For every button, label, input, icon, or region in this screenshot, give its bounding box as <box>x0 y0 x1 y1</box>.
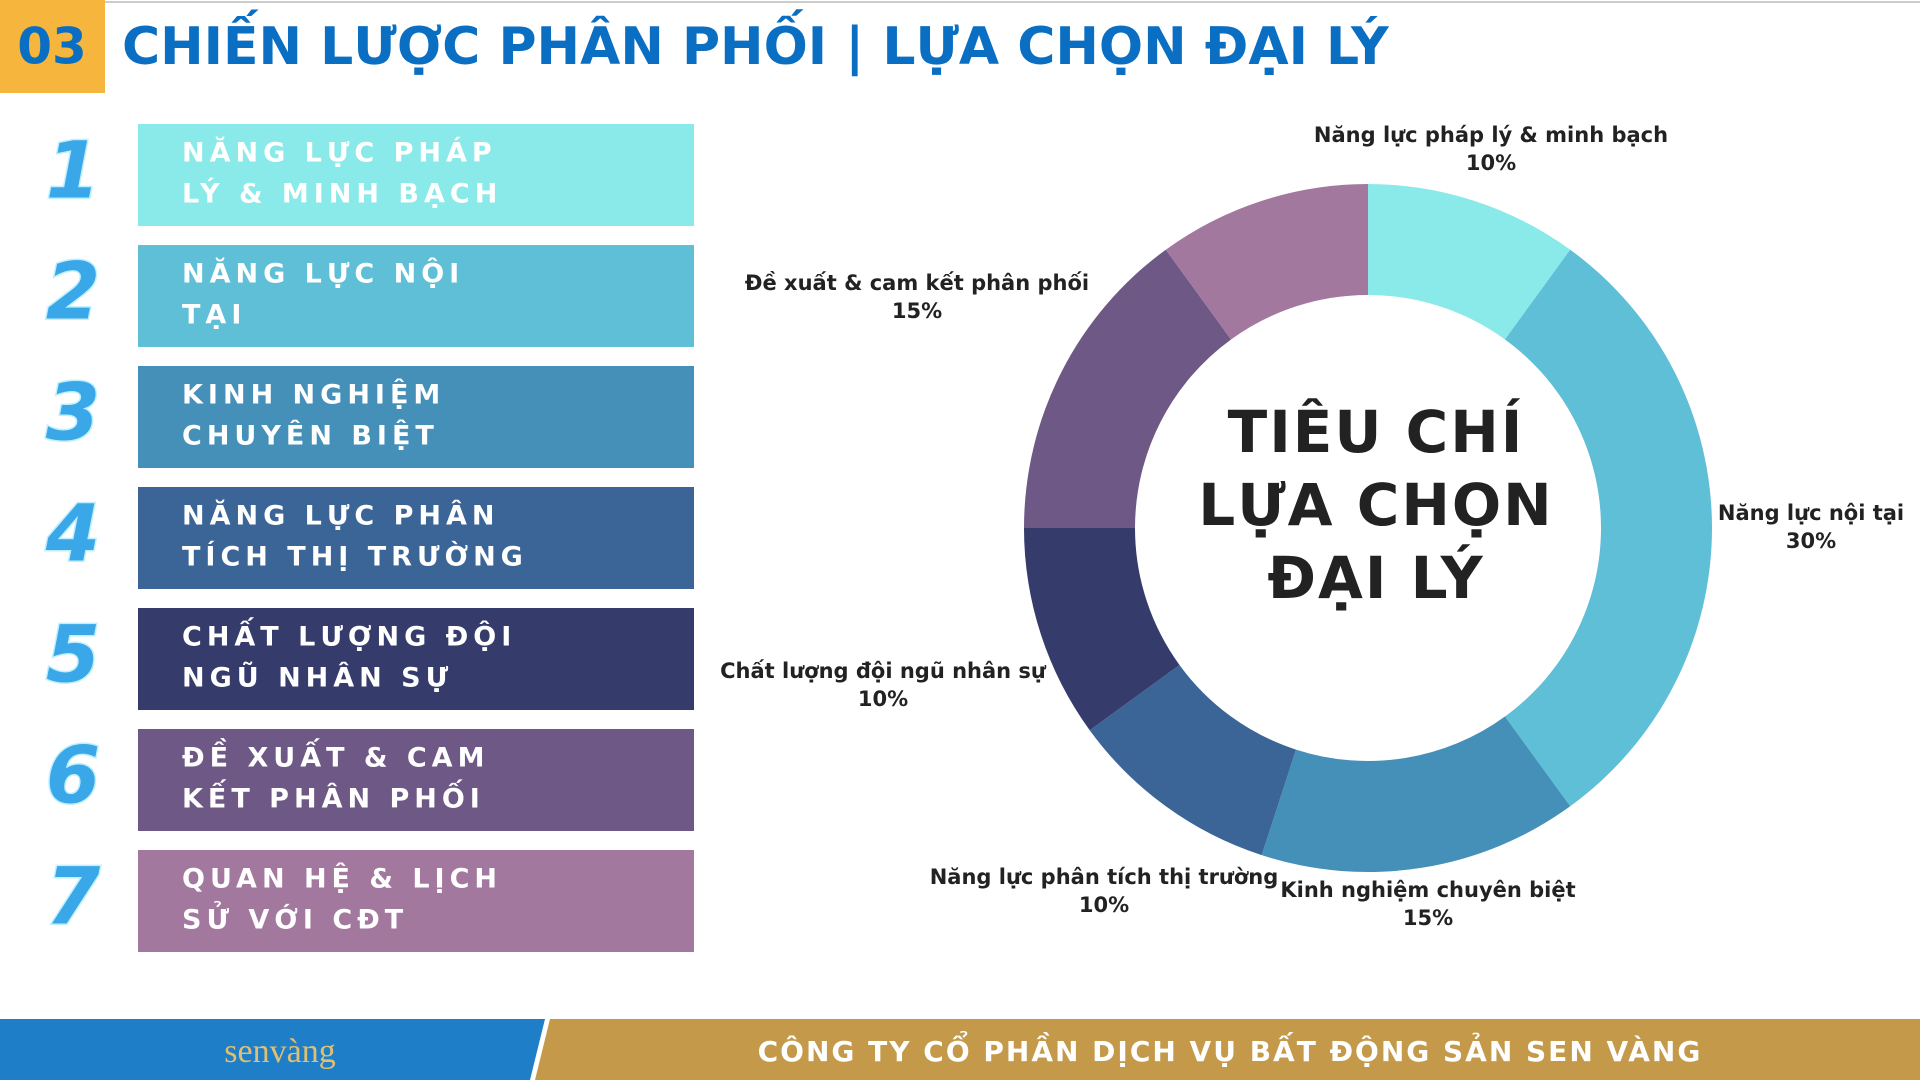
item-box <box>138 245 694 347</box>
slice-label: Kinh nghiệm chuyên biệt <box>1280 878 1575 902</box>
donut-slice <box>1368 184 1571 340</box>
item-number: 5 <box>46 610 100 700</box>
item-number: 7 <box>46 852 101 942</box>
donut-slice <box>1504 249 1712 807</box>
footer-right <box>535 1019 1920 1080</box>
section-badge <box>0 0 105 93</box>
slice-label: Đề xuất & cam kết phân phối <box>745 271 1089 295</box>
item-box <box>138 608 694 710</box>
donut-slice <box>1165 184 1368 340</box>
slice-label: Năng lực phân tích thị trường <box>930 865 1279 889</box>
donut-slice <box>1089 664 1296 856</box>
item-box <box>138 850 694 952</box>
center-text: TIÊU CHÍ <box>1228 397 1525 466</box>
item-text: NĂNG LỰC PHÁP <box>182 137 497 169</box>
item-text: NĂNG LỰC NỘI <box>182 258 464 290</box>
footer-left <box>0 1019 545 1080</box>
donut-chart: Năng lực pháp lý & minh bạch 10% Năng lực … <box>720 123 1904 930</box>
item-box <box>138 487 694 589</box>
center-text: ĐẠI LÝ <box>1267 543 1484 612</box>
item-box <box>138 729 694 831</box>
item-text: QUAN HỆ & LỊCH <box>182 863 502 895</box>
section-number: 03 <box>17 18 87 76</box>
item-text: TÍCH THỊ TRƯỜNG <box>182 541 528 573</box>
slice-value: 15% <box>892 299 942 323</box>
item-number: 3 <box>46 368 100 458</box>
item-text: CHUYÊN BIỆT <box>182 420 439 452</box>
item-number: 6 <box>46 731 100 821</box>
item-text: NGŨ NHÂN SỰ <box>182 662 453 694</box>
footer-logo: senvàng <box>224 1033 335 1070</box>
item-text: KINH NGHIỆM <box>182 379 445 411</box>
slice-value: 10% <box>1079 893 1129 917</box>
slice-value: 10% <box>1466 151 1516 175</box>
item-number: 4 <box>45 489 100 579</box>
slice-label: Chất lượng đội ngũ nhân sự <box>720 659 1047 683</box>
slice-value: 15% <box>1403 906 1453 930</box>
center-text: LỰA CHỌN <box>1198 471 1553 539</box>
slice-value: 30% <box>1786 529 1836 553</box>
slice-label: Năng lực pháp lý & minh bạch <box>1314 123 1668 147</box>
footer-company: CÔNG TY CỔ PHẦN DỊCH VỤ BẤT ĐỘNG SẢN SEN… <box>758 1028 1703 1068</box>
item-text: TẠI <box>182 300 246 331</box>
item-text: NĂNG LỰC PHÂN <box>182 500 500 532</box>
criteria-list: 1 NĂNG LỰC PHÁP LÝ & MINH BẠCH 2 NĂNG LỰC NỘ… <box>43 124 694 952</box>
donut-slice <box>1024 249 1232 528</box>
item-text: SỬ VỚI CĐT <box>182 900 408 936</box>
slide-title: CHIẾN LƯỢC PHÂN PHỐI | LỰA CHỌN ĐẠI LÝ <box>122 9 1390 77</box>
item-text: LÝ & MINH BẠCH <box>182 178 502 210</box>
slice-label: Năng lực nội tại <box>1718 501 1904 525</box>
item-text: KẾT PHÂN PHỐI <box>182 779 485 815</box>
item-number: 1 <box>46 126 100 216</box>
donut-slice <box>1261 716 1571 872</box>
item-text: CHẤT LƯỢNG ĐỘI <box>182 617 516 653</box>
item-number: 2 <box>46 247 100 337</box>
item-text: ĐỀ XUẤT & CAM <box>182 738 489 774</box>
item-box <box>138 124 694 226</box>
item-box <box>138 366 694 468</box>
donut-slice <box>1024 528 1180 731</box>
slice-value: 10% <box>858 687 908 711</box>
